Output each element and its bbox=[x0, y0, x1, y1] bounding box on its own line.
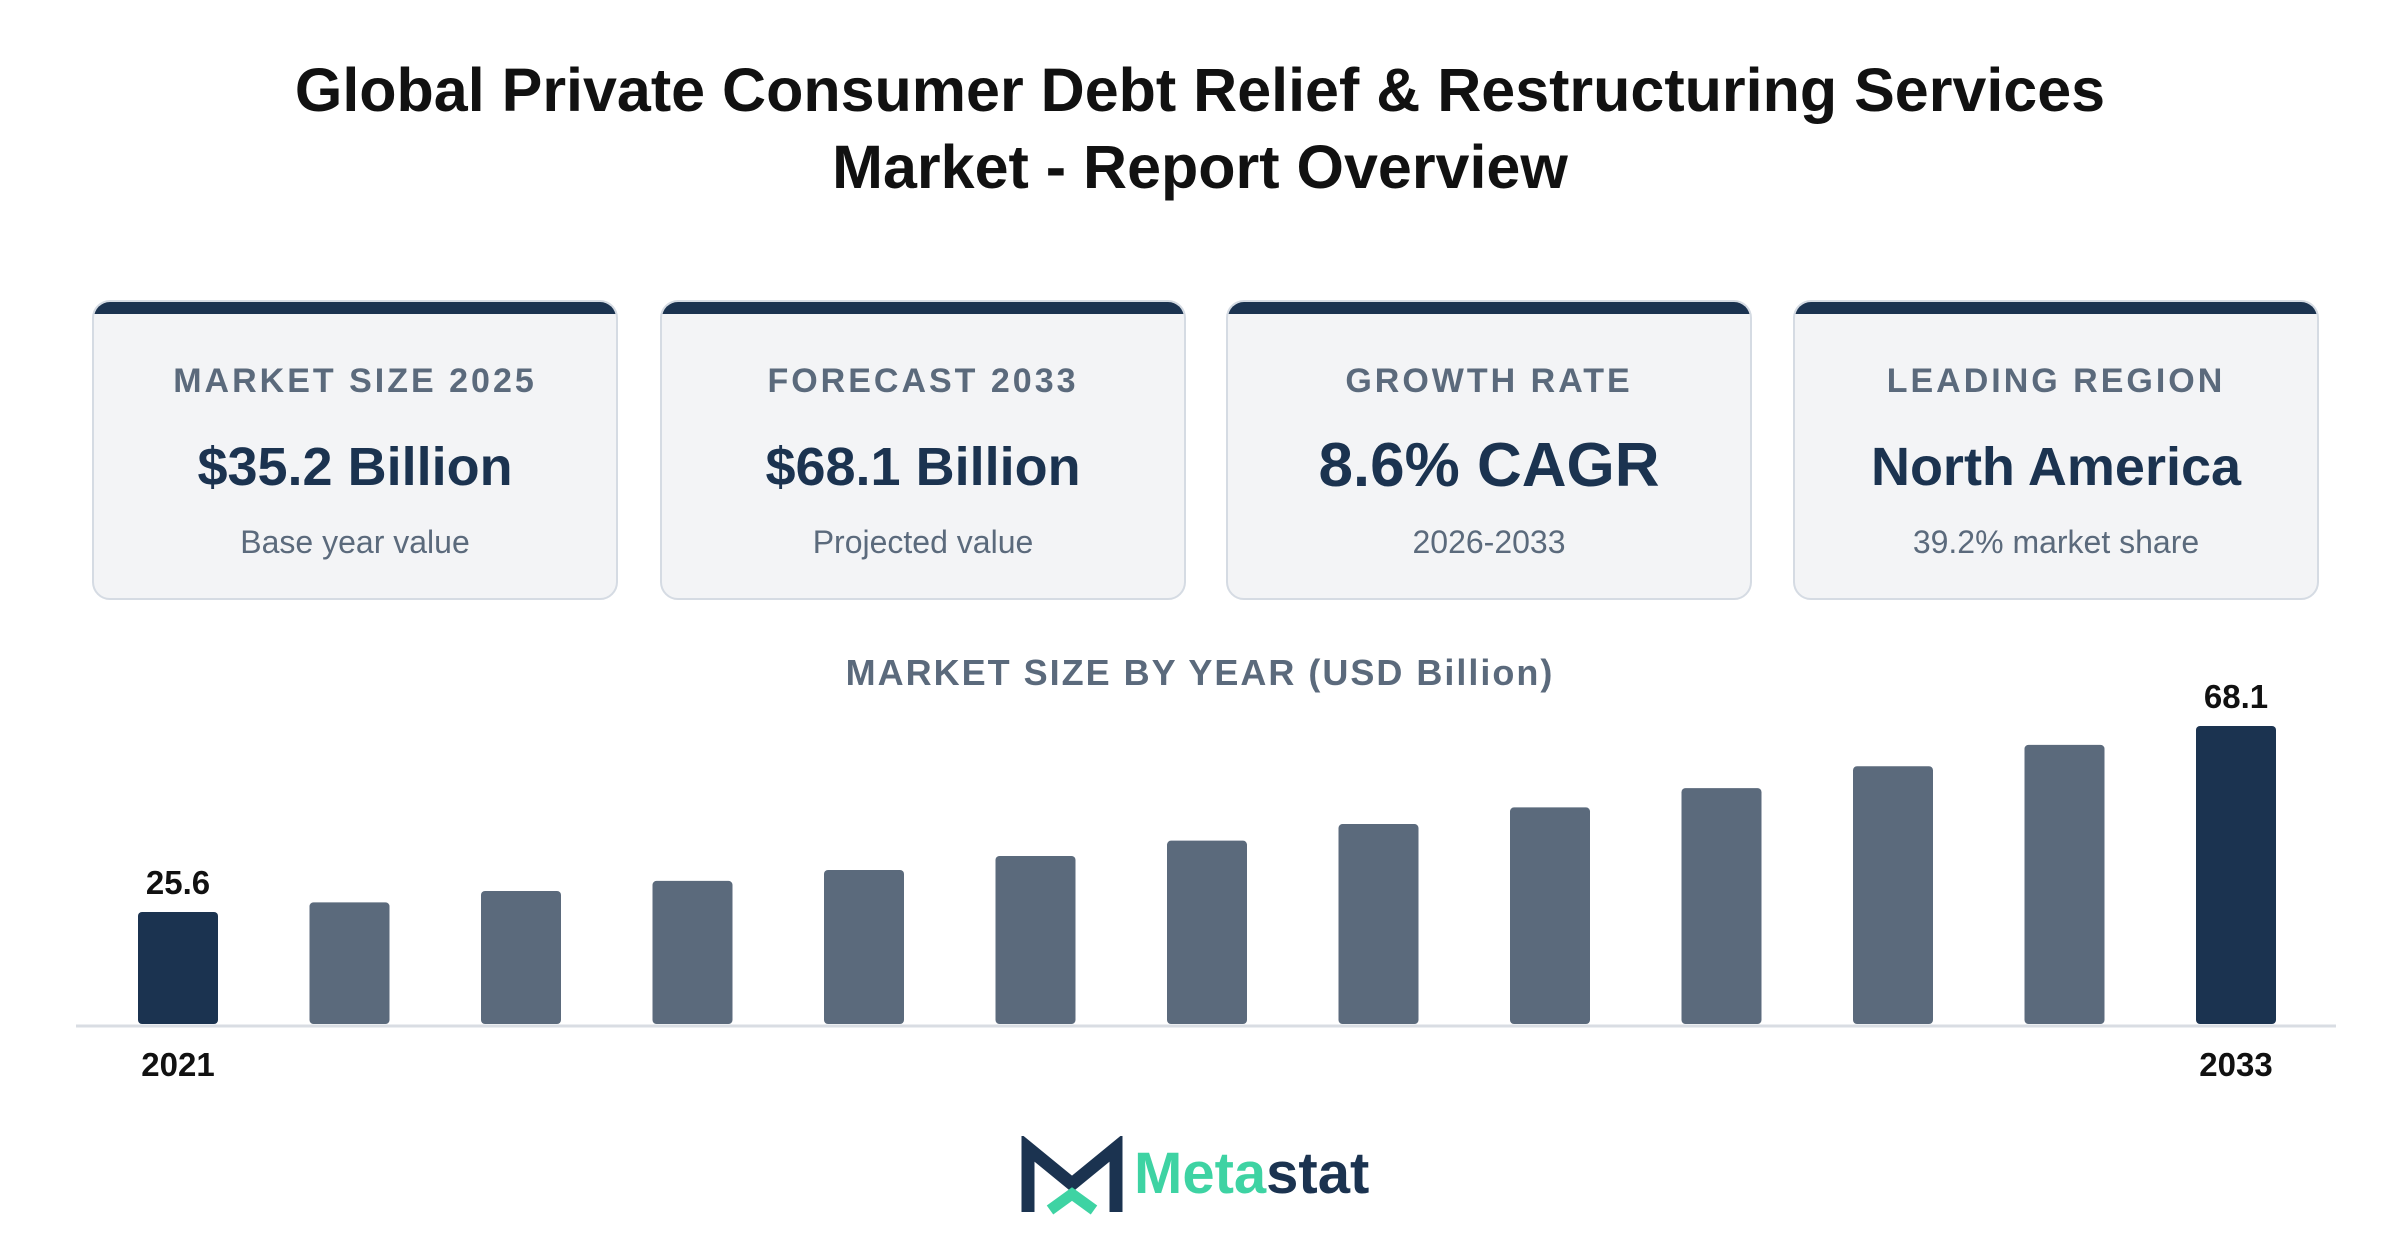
card-label: MARKET SIZE 2025 bbox=[173, 362, 537, 400]
card-value: $68.1 Billion bbox=[765, 437, 1081, 497]
logo-wordmark: Metastat bbox=[1134, 1140, 1369, 1208]
bar-2021 bbox=[138, 911, 218, 1024]
metastat-logo: Metastat bbox=[1020, 1136, 1400, 1216]
card-leading-region: LEADING REGION North America 39.2% marke… bbox=[1793, 300, 2319, 600]
logo-wordmark-stat: stat bbox=[1266, 1141, 1370, 1206]
card-accent-bar bbox=[662, 302, 1184, 314]
bar-2027 bbox=[1167, 840, 1247, 1024]
bar-2026 bbox=[995, 855, 1076, 1024]
metastat-m-logo-icon bbox=[1021, 1136, 1123, 1215]
bar-2025 bbox=[824, 869, 904, 1024]
card-accent-bar bbox=[1795, 302, 2317, 314]
page-title: Global Private Consumer Debt Relief & Re… bbox=[200, 52, 2200, 206]
bar-2028 bbox=[1338, 824, 1419, 1024]
kpi-cards: MARKET SIZE 2025 $35.2 Billion Base year… bbox=[92, 300, 2322, 604]
x-tick-label-2021: 2021 bbox=[141, 1046, 214, 1083]
card-value: 8.6% CAGR bbox=[1318, 431, 1660, 500]
page-title-line-1: Global Private Consumer Debt Relief & Re… bbox=[294, 56, 2106, 124]
card-value: $35.2 Billion bbox=[197, 437, 513, 497]
bar-chart: 25.6 2021 68.1 2033 bbox=[76, 678, 2336, 1083]
bar-2031 bbox=[1853, 766, 1933, 1024]
logo-wordmark-meta: Meta bbox=[1134, 1141, 1267, 1206]
value-label-2033: 68.1 bbox=[2204, 678, 2268, 715]
bar-2022 bbox=[309, 902, 390, 1024]
card-subtext: Base year value bbox=[240, 524, 470, 560]
bar-2029 bbox=[1510, 807, 1590, 1024]
value-label-2021: 25.6 bbox=[146, 864, 210, 901]
bar-2030 bbox=[1681, 788, 1762, 1024]
bar-2023 bbox=[481, 890, 561, 1024]
card-value: North America bbox=[1870, 437, 2242, 497]
card-growth-rate: GROWTH RATE 8.6% CAGR 2026-2033 bbox=[1226, 300, 1752, 600]
card-label: FORECAST 2033 bbox=[767, 362, 1079, 400]
card-subtext: 2026-2033 bbox=[1412, 524, 1566, 560]
bar-2024 bbox=[652, 880, 733, 1024]
card-subtext: 39.2% market share bbox=[1912, 524, 2200, 560]
card-market-size: MARKET SIZE 2025 $35.2 Billion Base year… bbox=[92, 300, 618, 600]
page-title-line-2: Market - Report Overview bbox=[832, 133, 1568, 201]
card-subtext: Projected value bbox=[812, 524, 1034, 560]
card-accent-bar bbox=[94, 302, 616, 314]
bar-2032 bbox=[2024, 744, 2105, 1024]
card-label: GROWTH RATE bbox=[1345, 362, 1633, 400]
x-tick-label-2033: 2033 bbox=[2199, 1046, 2272, 1083]
card-forecast: FORECAST 2033 $68.1 Billion Projected va… bbox=[660, 300, 1186, 600]
chart-title: MARKET SIZE BY YEAR (USD Billion) bbox=[845, 652, 1555, 693]
card-accent-bar bbox=[1228, 302, 1750, 314]
bar-2033 bbox=[2196, 726, 2276, 1024]
card-label: LEADING REGION bbox=[1886, 362, 2226, 400]
